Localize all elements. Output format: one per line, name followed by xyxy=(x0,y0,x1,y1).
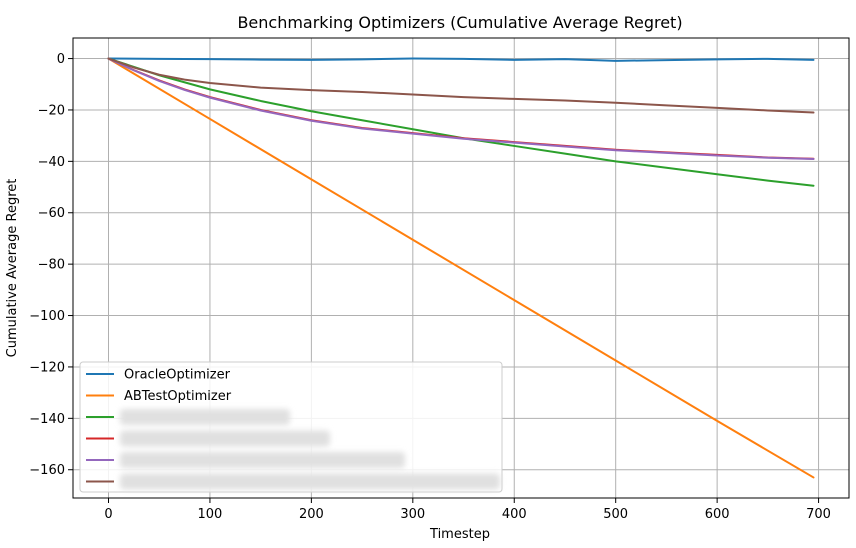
y-tick-label: −120 xyxy=(29,360,65,375)
legend-label-redacted xyxy=(120,452,405,468)
y-tick-label: −160 xyxy=(29,463,65,478)
y-axis-title: Cumulative Average Regret xyxy=(5,179,20,358)
series-line-5 xyxy=(107,57,815,161)
legend-label-redacted xyxy=(120,430,330,447)
y-tick-label: 0 xyxy=(57,52,65,67)
x-tick-label: 600 xyxy=(705,507,730,522)
legend-label: OracleOptimizer xyxy=(124,368,231,383)
plot-frame xyxy=(72,37,850,499)
x-tick-label: 100 xyxy=(198,507,223,522)
series-line-1 xyxy=(107,57,815,62)
x-tick-label: 200 xyxy=(299,507,324,522)
legend: OracleOptimizer ABTestOptimizer xyxy=(79,361,503,493)
x-tick-label: 500 xyxy=(603,507,628,522)
y-tick-label: −80 xyxy=(38,258,65,273)
y-tick-label: −20 xyxy=(38,103,65,118)
x-tick-label: 300 xyxy=(400,507,425,522)
x-axis-title: Timestep xyxy=(429,527,490,542)
x-tick-label: 400 xyxy=(502,507,527,522)
ticks: 0 100 200 300 400 500 600 700 0 −20 −40 −60 −80 −100 −… xyxy=(29,52,831,522)
series-line-6 xyxy=(107,57,815,114)
y-tick-label: −60 xyxy=(38,206,65,221)
x-tick-label: 700 xyxy=(806,507,831,522)
legend-label-redacted xyxy=(120,473,500,490)
series-group xyxy=(107,57,815,479)
x-tick-label: 0 xyxy=(104,507,112,522)
y-tick-label: −140 xyxy=(29,412,65,427)
legend-label: ABTestOptimizer xyxy=(124,389,232,404)
y-tick-label: −40 xyxy=(38,155,65,170)
chart-title: Benchmarking Optimizers (Cumulative Aver… xyxy=(237,13,682,32)
series-line-2 xyxy=(107,57,815,479)
legend-label-redacted xyxy=(120,409,290,425)
y-tick-label: −100 xyxy=(29,309,65,324)
